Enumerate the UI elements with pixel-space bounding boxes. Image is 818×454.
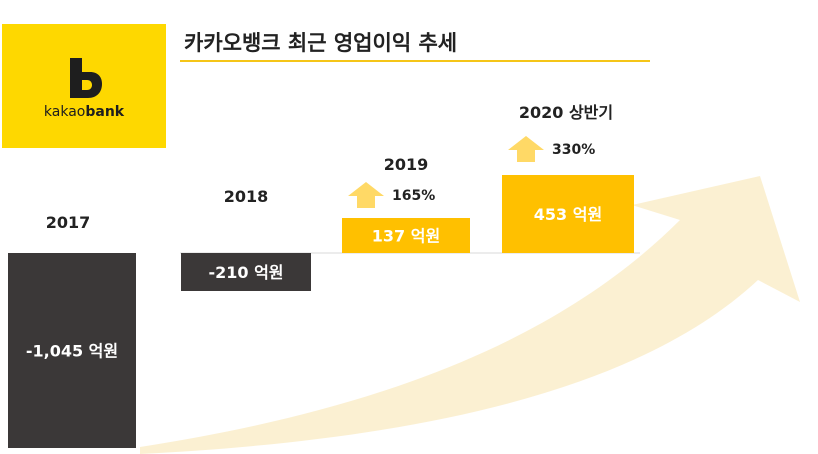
growth-label: 330% <box>552 142 595 158</box>
bar-2017 <box>8 253 136 448</box>
bar-2020 상반기 <box>502 175 634 253</box>
category-label: 2017 <box>46 213 91 232</box>
trend-arrow <box>140 176 800 454</box>
title-underline <box>180 60 650 62</box>
growth-up-arrow-icon <box>508 136 544 162</box>
data-label: 453 억원 <box>534 205 602 224</box>
kakaobank-b-icon <box>70 58 102 98</box>
category-label: 2018 <box>224 187 269 206</box>
data-label: -1,045 억원 <box>26 342 118 361</box>
category-label: 2019 <box>384 155 429 174</box>
bar-2019 <box>342 218 470 253</box>
growth-label: 165% <box>392 188 435 204</box>
growth-up-arrow-icon <box>348 182 384 208</box>
bar-2018 <box>181 253 311 291</box>
logo-prefix: kakao <box>43 104 86 120</box>
logo-suffix: bank <box>85 104 125 120</box>
category-label: 2020 상반기 <box>519 103 613 122</box>
kakaobank-logo: kakaobank <box>2 24 166 148</box>
data-label: 137 억원 <box>372 227 440 246</box>
logo-wordmark: kakaobank <box>2 104 166 120</box>
data-label: -210 억원 <box>208 263 283 282</box>
chart-title: 카카오뱅크 최근 영업이익 추세 <box>184 31 458 55</box>
